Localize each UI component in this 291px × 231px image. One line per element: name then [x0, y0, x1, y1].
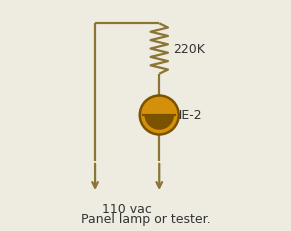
Text: Panel lamp or tester.: Panel lamp or tester. — [81, 212, 210, 225]
Text: 220K: 220K — [173, 43, 205, 56]
Circle shape — [140, 96, 179, 135]
Text: NE-2: NE-2 — [173, 109, 203, 122]
Polygon shape — [145, 116, 173, 129]
Text: 110 vac: 110 vac — [102, 202, 152, 215]
